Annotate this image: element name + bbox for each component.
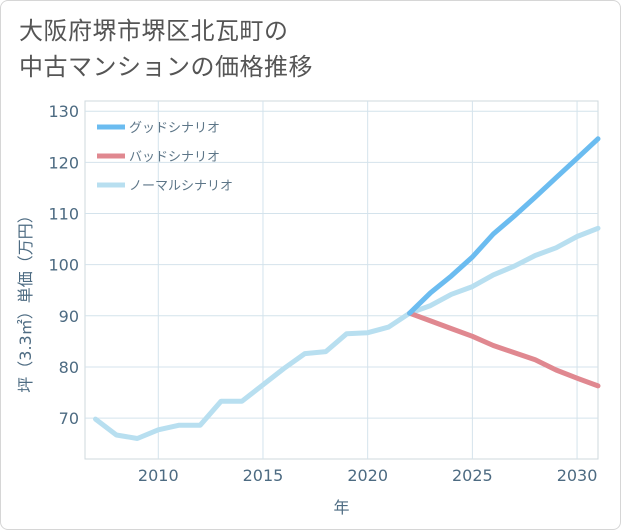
y-tick-label: 100 — [48, 256, 79, 275]
series-line-bad — [407, 310, 601, 389]
y-tick-label: 70 — [59, 409, 79, 428]
x-tick-label: 2030 — [557, 466, 598, 485]
x-tick-label: 2010 — [138, 466, 179, 485]
x-tick-label: 2015 — [243, 466, 284, 485]
series-line-normal — [93, 225, 601, 441]
series-lines — [93, 136, 601, 441]
x-axis-label: 年 — [333, 498, 349, 517]
legend-label: グッドシナリオ — [129, 121, 220, 136]
x-tick-label: 2025 — [452, 466, 493, 485]
y-axis-label: 坪（3.3㎡）単価（万円） — [16, 207, 35, 392]
y-tick-label: 120 — [48, 153, 79, 172]
y-tick-label: 110 — [48, 205, 79, 224]
y-tick-label: 90 — [59, 307, 79, 326]
legend-label: ノーマルシナリオ — [129, 179, 233, 194]
series-line-good — [407, 136, 601, 316]
legend-label: バッドシナリオ — [129, 150, 220, 165]
chart-title: 大阪府堺市堺区北瓦町の 中古マンションの価格推移 — [19, 13, 599, 85]
axes: 70 80 90 100 110 120 130 2010 2015 2020 2025 2030 — [48, 102, 597, 485]
title-line-2: 中古マンションの価格推移 — [19, 53, 313, 81]
y-tick-label: 130 — [48, 102, 79, 121]
x-tick-label: 2020 — [347, 466, 388, 485]
title-line-1: 大阪府堺市堺区北瓦町の — [19, 17, 289, 45]
plot-frame — [84, 100, 599, 460]
y-tick-label: 80 — [59, 358, 79, 377]
